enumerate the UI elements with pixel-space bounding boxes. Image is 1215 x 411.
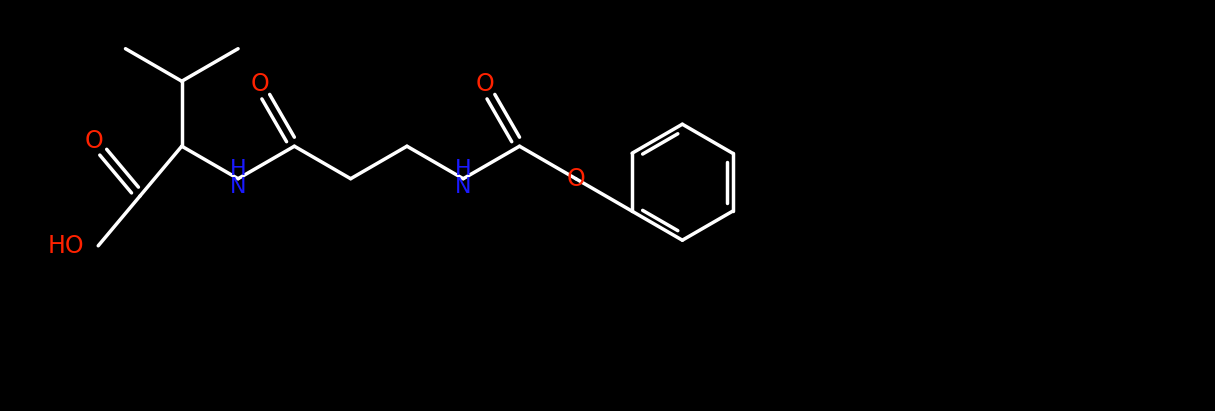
Text: N: N — [454, 177, 471, 197]
Text: N: N — [230, 177, 247, 197]
Text: H: H — [454, 159, 471, 179]
Text: O: O — [475, 72, 495, 96]
Text: O: O — [250, 72, 270, 96]
Text: H: H — [230, 159, 247, 179]
Text: O: O — [85, 129, 103, 153]
Text: O: O — [566, 167, 586, 191]
Text: HO: HO — [47, 234, 84, 258]
